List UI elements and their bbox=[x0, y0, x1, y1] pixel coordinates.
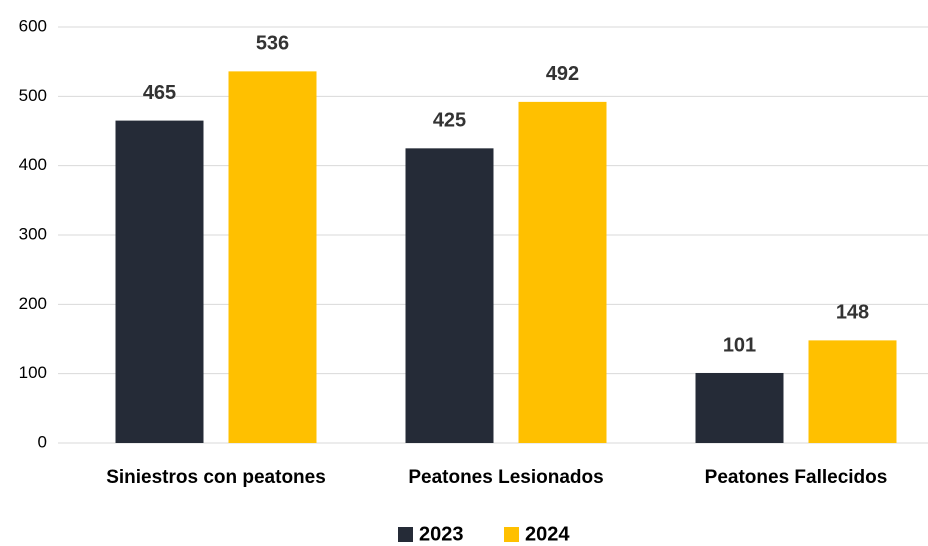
bar bbox=[115, 120, 204, 443]
data-label: 465 bbox=[143, 82, 176, 104]
data-label: 492 bbox=[546, 63, 579, 85]
bar bbox=[808, 340, 897, 443]
x-tick-label: Peatones Fallecidos bbox=[705, 467, 888, 488]
legend-swatch bbox=[504, 527, 519, 542]
legend-label: 2023 bbox=[419, 523, 464, 545]
y-tick-label: 100 bbox=[19, 363, 47, 382]
x-tick-label: Peatones Lesionados bbox=[408, 467, 603, 488]
legend-swatch bbox=[398, 527, 413, 542]
y-tick-label: 200 bbox=[19, 294, 47, 313]
data-label: 536 bbox=[256, 33, 289, 55]
legend-label: 2024 bbox=[525, 523, 570, 545]
y-tick-label: 500 bbox=[19, 86, 47, 105]
y-tick-label: 400 bbox=[19, 155, 47, 174]
bar bbox=[695, 372, 784, 443]
y-tick-label: 600 bbox=[19, 16, 47, 35]
bar bbox=[518, 101, 607, 443]
bar bbox=[405, 148, 494, 444]
y-tick-label: 300 bbox=[19, 224, 47, 243]
data-label: 101 bbox=[723, 334, 756, 356]
bar bbox=[228, 71, 317, 443]
y-tick-label: 0 bbox=[38, 432, 47, 451]
x-tick-label: Siniestros con peatones bbox=[106, 467, 326, 488]
data-label: 148 bbox=[836, 302, 869, 324]
data-label: 425 bbox=[433, 110, 466, 132]
